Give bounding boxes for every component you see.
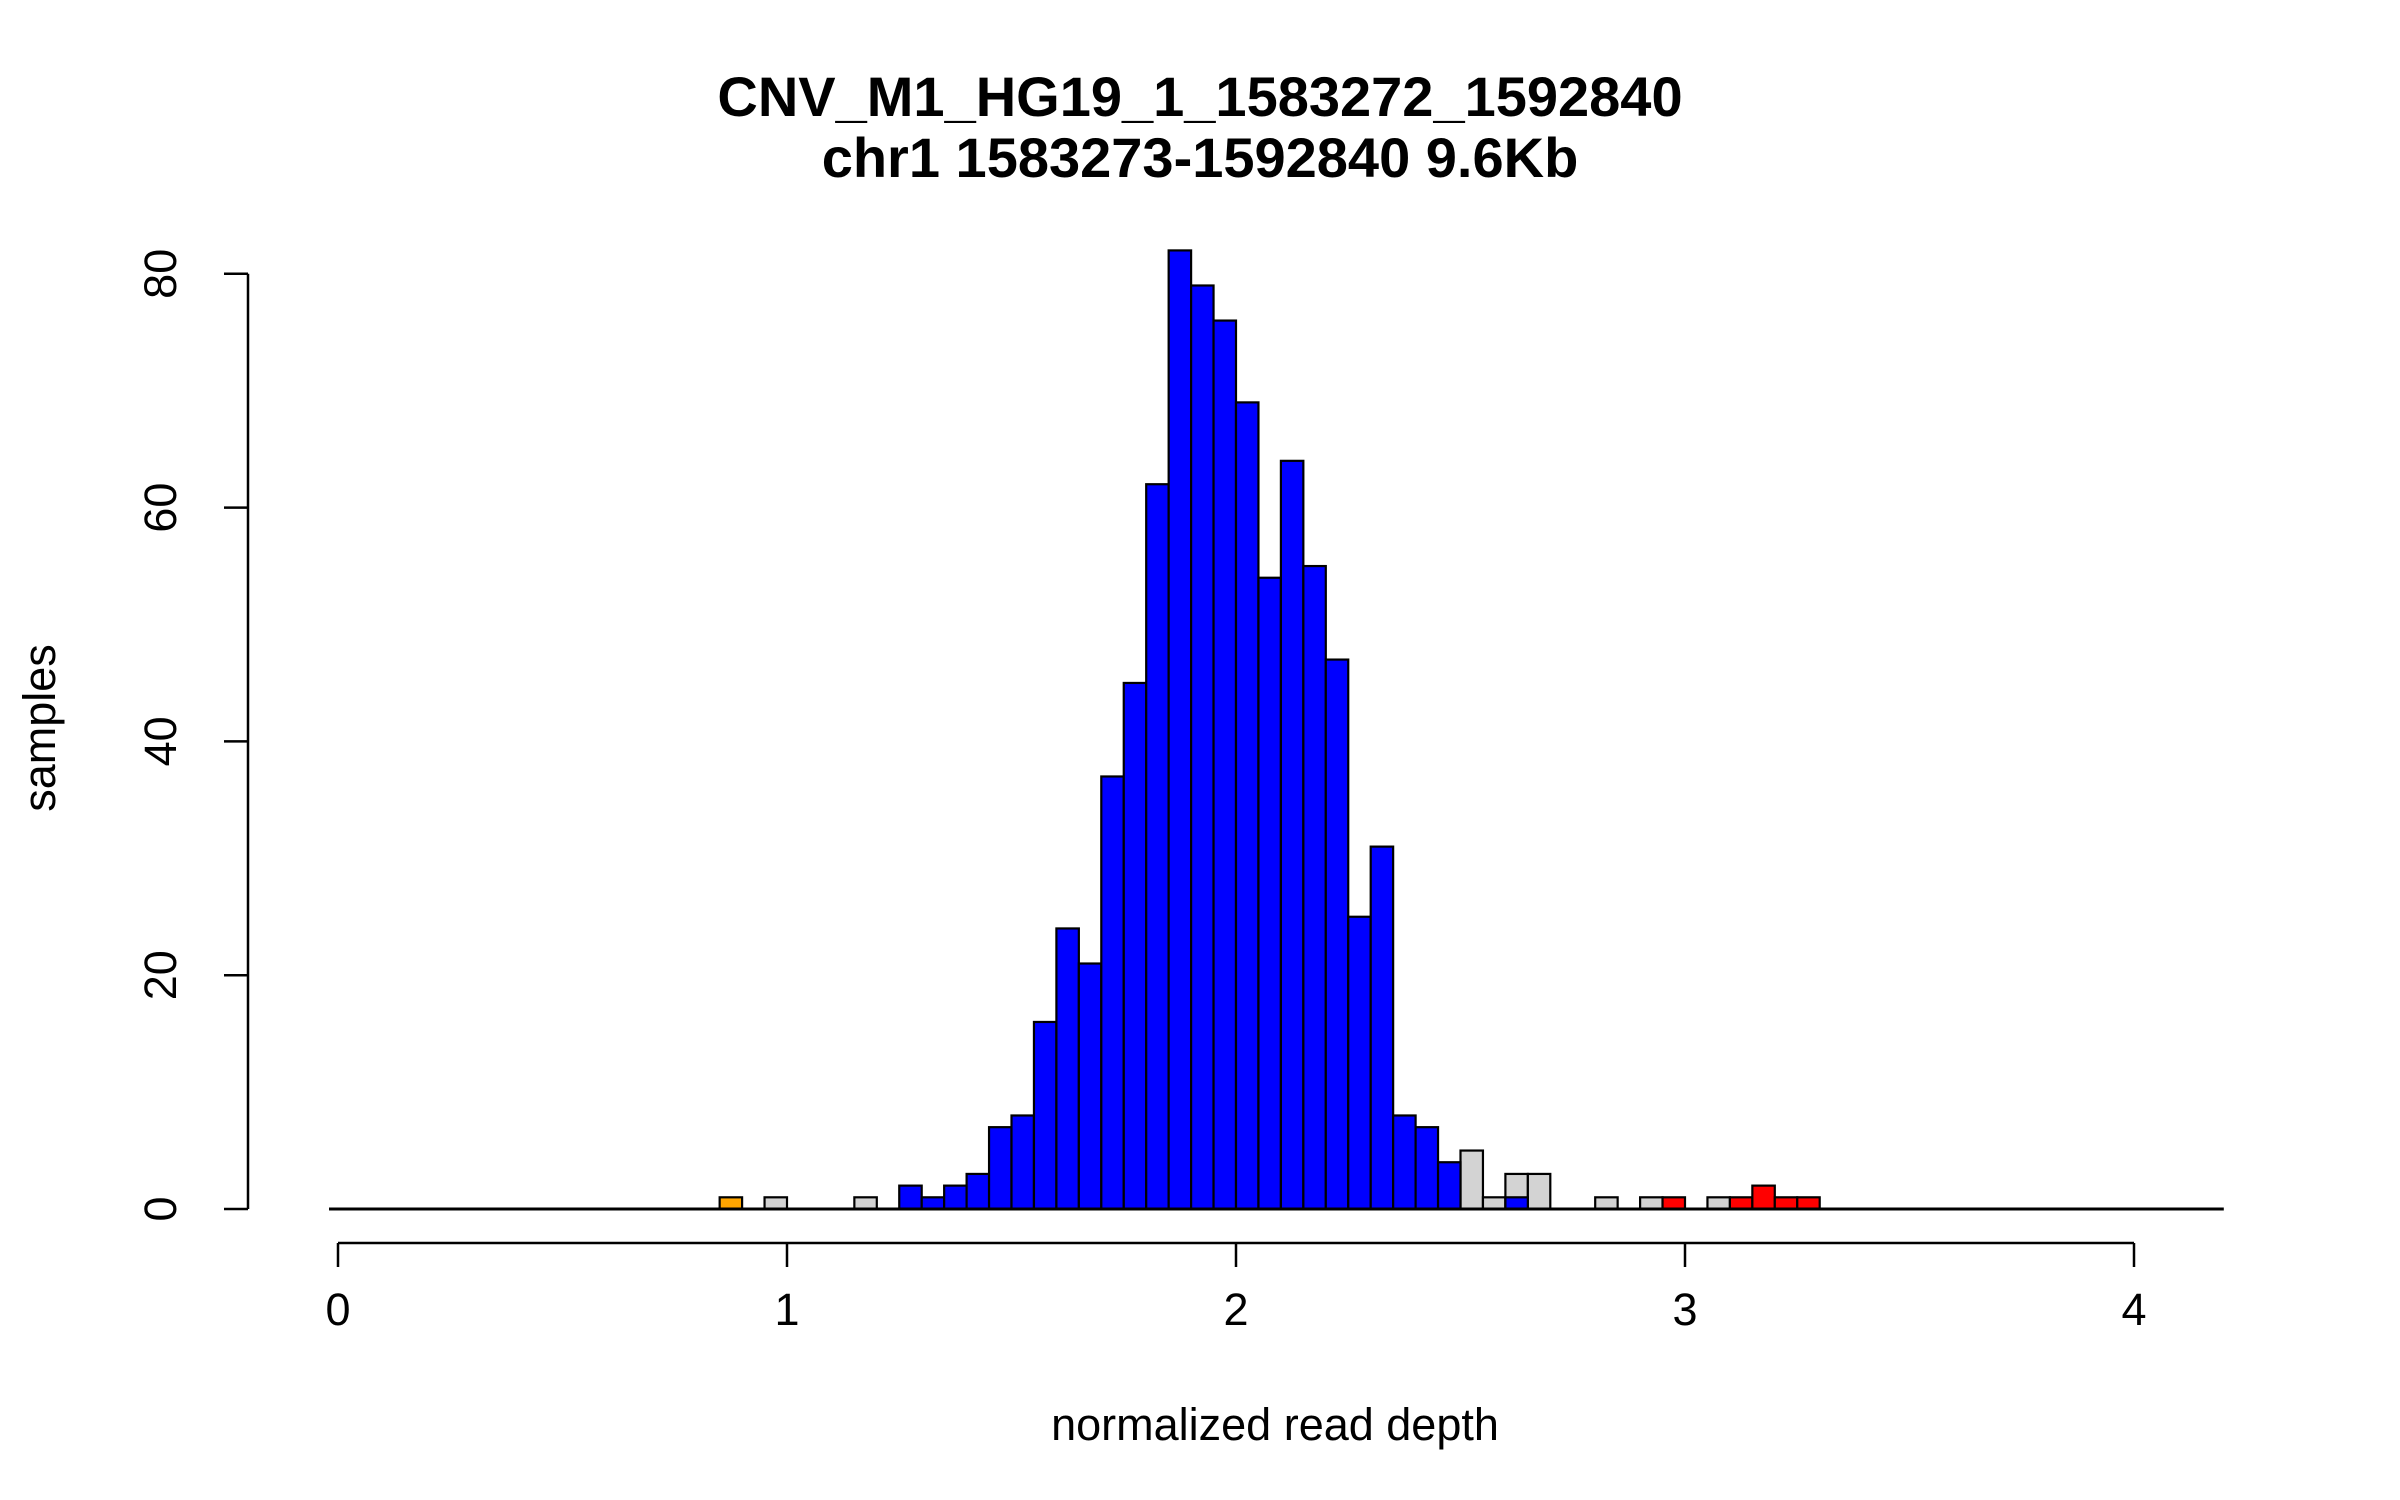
blue-histogram-bar [1212, 319, 1238, 1211]
blue-histogram-bar [1077, 962, 1103, 1211]
x-axis-label: normalized read depth [1051, 1399, 1499, 1450]
blue-histogram-bar [1189, 284, 1215, 1211]
y-tick-label: 20 [135, 950, 186, 1000]
y-tick-label: 80 [135, 249, 186, 299]
blue-histogram-bar [898, 1184, 923, 1211]
blue-histogram-bar [987, 1126, 1013, 1211]
blue-histogram-bar [1324, 658, 1350, 1211]
chart-title: CNV_M1_HG19_1_1583272_1592840 [717, 65, 1682, 128]
chart-subtitle: chr1 1583273-1592840 9.6Kb [822, 126, 1579, 189]
histogram-bars [329, 249, 2224, 1211]
red-histogram-bar [1728, 1196, 1754, 1211]
blue-histogram-bar [1055, 927, 1080, 1211]
red-histogram-bar [1773, 1196, 1799, 1211]
y-tick-label: 40 [135, 716, 186, 766]
gray-histogram-bar [1594, 1196, 1619, 1211]
blue-histogram-bar [1032, 1020, 1058, 1211]
blue-histogram-bar [1392, 1114, 1417, 1211]
x-tick-label: 1 [774, 1284, 799, 1335]
x-axis: 0 1 2 3 4 [325, 1241, 2147, 1335]
gray-histogram-bar [1638, 1196, 1664, 1211]
blue-histogram-bar [1167, 249, 1193, 1211]
blue-histogram-bar [1369, 845, 1395, 1211]
blue-histogram-bar [1122, 681, 1148, 1211]
red-histogram-bar [1796, 1196, 1821, 1211]
x-tick-label: 0 [325, 1284, 350, 1335]
blue-histogram-bar [1257, 576, 1282, 1211]
blue-histogram-bar [920, 1196, 946, 1211]
gray-histogram-bar [853, 1196, 878, 1211]
blue-histogram-bar [1234, 401, 1260, 1211]
gray-histogram-bar [1706, 1196, 1731, 1211]
gray-histogram-bar [1526, 1172, 1552, 1211]
blue-histogram-bar [1100, 775, 1125, 1211]
x-tick-label: 4 [2121, 1284, 2146, 1335]
y-tick-label: 60 [135, 483, 186, 533]
red-histogram-bar [1751, 1184, 1776, 1211]
blue-histogram-bar [943, 1184, 968, 1211]
blue-histogram-bar [1414, 1126, 1440, 1211]
gray-histogram-bar [1481, 1196, 1507, 1211]
x-tick-label: 3 [1672, 1284, 1697, 1335]
red-histogram-bar [1661, 1196, 1687, 1211]
y-axis: 0 20 40 60 80 [135, 249, 250, 1222]
blue-histogram-bar [1010, 1114, 1036, 1211]
blue-histogram-bar [1436, 1161, 1462, 1211]
blue-histogram-bar [1302, 564, 1327, 1211]
orange-histogram-bar [718, 1196, 744, 1211]
blue-histogram-bar [1279, 459, 1305, 1211]
blue-histogram-bar [1145, 483, 1170, 1211]
gray-histogram-bar [1459, 1149, 1485, 1211]
blue-histogram-bar [1504, 1196, 1529, 1211]
y-tick-label: 0 [135, 1196, 186, 1221]
x-tick-label: 2 [1223, 1284, 1248, 1335]
gray-histogram-bar [763, 1196, 789, 1211]
blue-histogram-bar [965, 1172, 991, 1211]
blue-histogram-bar [1347, 915, 1372, 1211]
y-axis-label: samples [14, 644, 65, 812]
